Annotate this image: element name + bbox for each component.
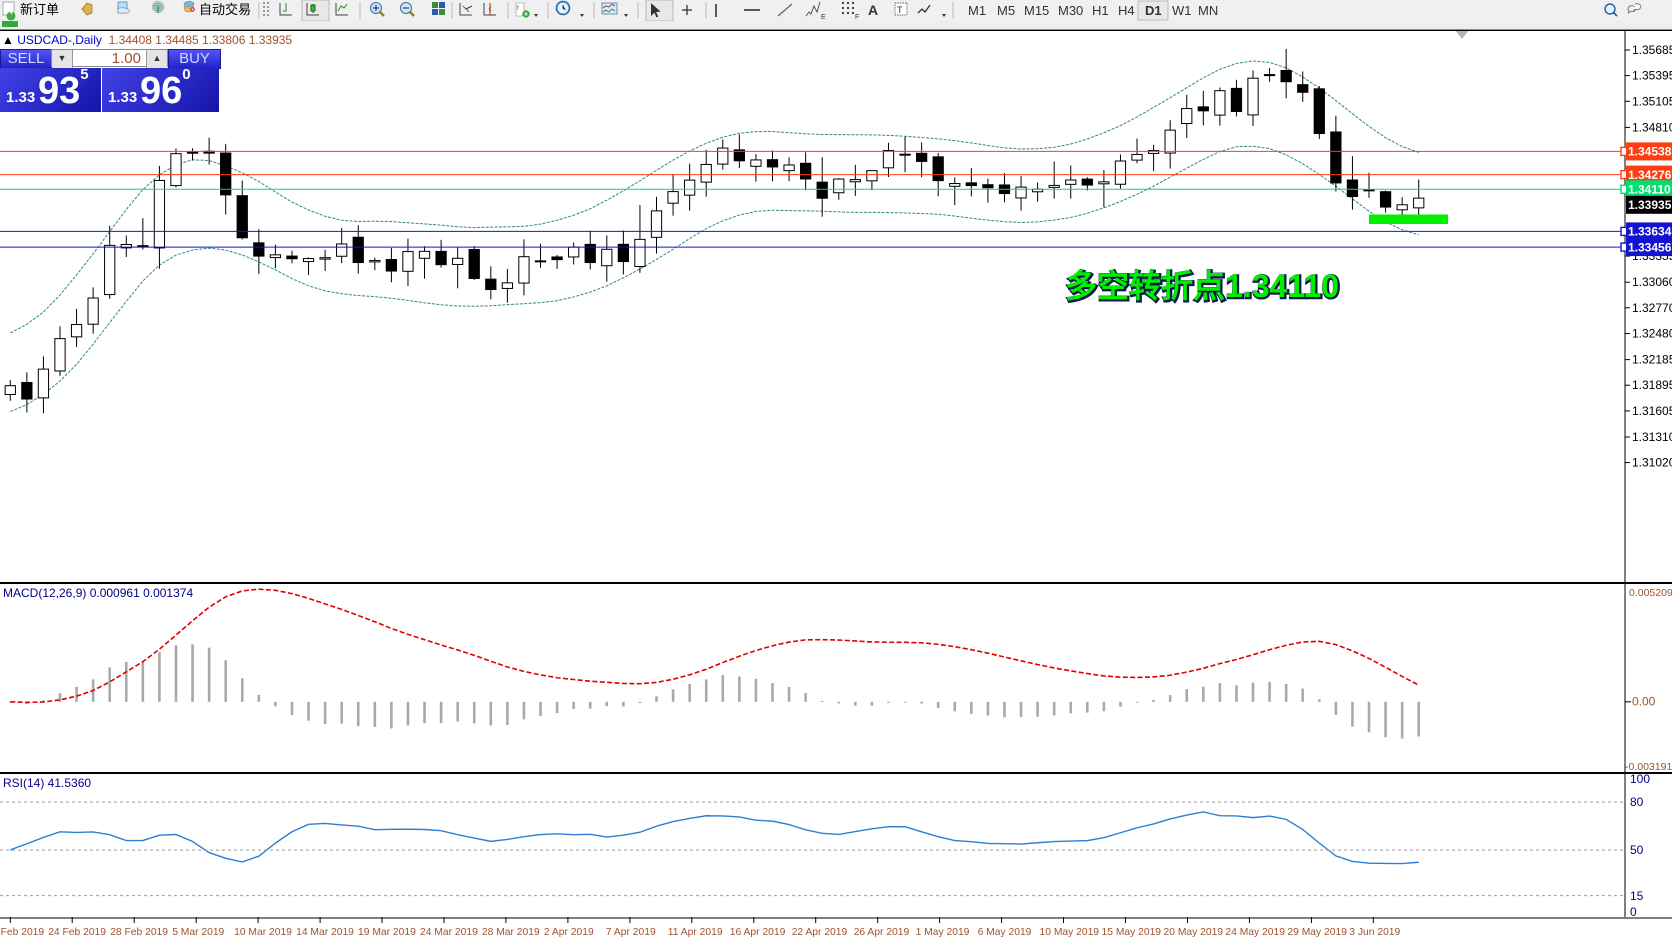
svg-text:1.33935: 1.33935 bbox=[1628, 198, 1672, 212]
svg-text:28 Mar 2019: 28 Mar 2019 bbox=[482, 927, 540, 938]
svg-text:24 Mar 2019: 24 Mar 2019 bbox=[420, 927, 478, 938]
svg-text:1.32770: 1.32770 bbox=[1632, 301, 1672, 315]
svg-text:MN: MN bbox=[1198, 3, 1218, 18]
svg-text:15 May 2019: 15 May 2019 bbox=[1102, 927, 1162, 938]
svg-text:15: 15 bbox=[1630, 889, 1644, 903]
svg-text:1.31895: 1.31895 bbox=[1632, 378, 1672, 392]
svg-text:7 Apr 2019: 7 Apr 2019 bbox=[606, 927, 656, 938]
svg-text:1.31310: 1.31310 bbox=[1632, 430, 1672, 444]
svg-text:A: A bbox=[868, 2, 878, 18]
svg-text:29 May 2019: 29 May 2019 bbox=[1287, 927, 1347, 938]
svg-text:100: 100 bbox=[1630, 774, 1650, 786]
svg-text:1.35105: 1.35105 bbox=[1632, 94, 1672, 108]
svg-text:16 Apr 2019: 16 Apr 2019 bbox=[730, 927, 786, 938]
svg-text:14 Mar 2019: 14 Mar 2019 bbox=[296, 927, 354, 938]
svg-text:1.32185: 1.32185 bbox=[1632, 353, 1672, 367]
svg-text:0.00: 0.00 bbox=[1632, 695, 1656, 709]
svg-text:5 Mar 2019: 5 Mar 2019 bbox=[172, 927, 224, 938]
svg-text:1.34810: 1.34810 bbox=[1632, 120, 1672, 134]
svg-text:22 Apr 2019: 22 Apr 2019 bbox=[792, 927, 848, 938]
svg-text:50: 50 bbox=[1630, 843, 1644, 857]
svg-text:F: F bbox=[855, 14, 859, 21]
svg-text:10 May 2019: 10 May 2019 bbox=[1040, 927, 1100, 938]
svg-text:W1: W1 bbox=[1172, 3, 1192, 18]
svg-text:11 Apr 2019: 11 Apr 2019 bbox=[668, 927, 723, 938]
svg-text:6 May 2019: 6 May 2019 bbox=[978, 927, 1032, 938]
svg-text:新订单: 新订单 bbox=[20, 2, 59, 17]
svg-text:20 May 2019: 20 May 2019 bbox=[1164, 927, 1224, 938]
svg-text:1.35395: 1.35395 bbox=[1632, 69, 1672, 83]
svg-text:19 Feb 2019: 19 Feb 2019 bbox=[0, 927, 44, 938]
svg-text:1 May 2019: 1 May 2019 bbox=[916, 927, 970, 938]
svg-text:M1: M1 bbox=[968, 3, 986, 18]
svg-text:M5: M5 bbox=[997, 3, 1015, 18]
svg-text:1.34276: 1.34276 bbox=[1628, 168, 1672, 182]
svg-text:26 Apr 2019: 26 Apr 2019 bbox=[854, 927, 910, 938]
svg-text:M15: M15 bbox=[1024, 3, 1049, 18]
svg-text:自动交易: 自动交易 bbox=[199, 2, 251, 17]
svg-text:24 Feb 2019: 24 Feb 2019 bbox=[48, 927, 106, 938]
svg-text:80: 80 bbox=[1630, 795, 1644, 809]
svg-text:E: E bbox=[821, 14, 826, 21]
svg-text:1.32480: 1.32480 bbox=[1632, 327, 1672, 341]
svg-text:28 Feb 2019: 28 Feb 2019 bbox=[110, 927, 168, 938]
svg-text:1.33060: 1.33060 bbox=[1632, 275, 1672, 289]
svg-text:H4: H4 bbox=[1118, 3, 1135, 18]
svg-text:10 Mar 2019: 10 Mar 2019 bbox=[234, 927, 292, 938]
svg-text:1.31605: 1.31605 bbox=[1632, 404, 1672, 418]
svg-text:1.34538: 1.34538 bbox=[1628, 145, 1672, 159]
svg-text:19 Mar 2019: 19 Mar 2019 bbox=[358, 927, 416, 938]
svg-text:1.31020: 1.31020 bbox=[1632, 456, 1672, 470]
svg-text:多空转折点1.34110: 多空转折点1.34110 bbox=[1065, 268, 1339, 304]
svg-text:0.005209: 0.005209 bbox=[1629, 587, 1672, 599]
svg-text:1.33634: 1.33634 bbox=[1628, 225, 1672, 239]
svg-text:T: T bbox=[897, 5, 903, 15]
svg-text:H1: H1 bbox=[1092, 3, 1109, 18]
svg-text:1.35685: 1.35685 bbox=[1632, 43, 1672, 57]
svg-text:3 Jun 2019: 3 Jun 2019 bbox=[1349, 927, 1400, 938]
svg-text:D1: D1 bbox=[1145, 3, 1162, 18]
svg-text:1.33456: 1.33456 bbox=[1628, 240, 1672, 254]
svg-text:24 May 2019: 24 May 2019 bbox=[1225, 927, 1285, 938]
svg-text:M30: M30 bbox=[1058, 3, 1083, 18]
svg-text:2 Apr 2019: 2 Apr 2019 bbox=[544, 927, 594, 938]
svg-text:1.34110: 1.34110 bbox=[1628, 183, 1671, 197]
